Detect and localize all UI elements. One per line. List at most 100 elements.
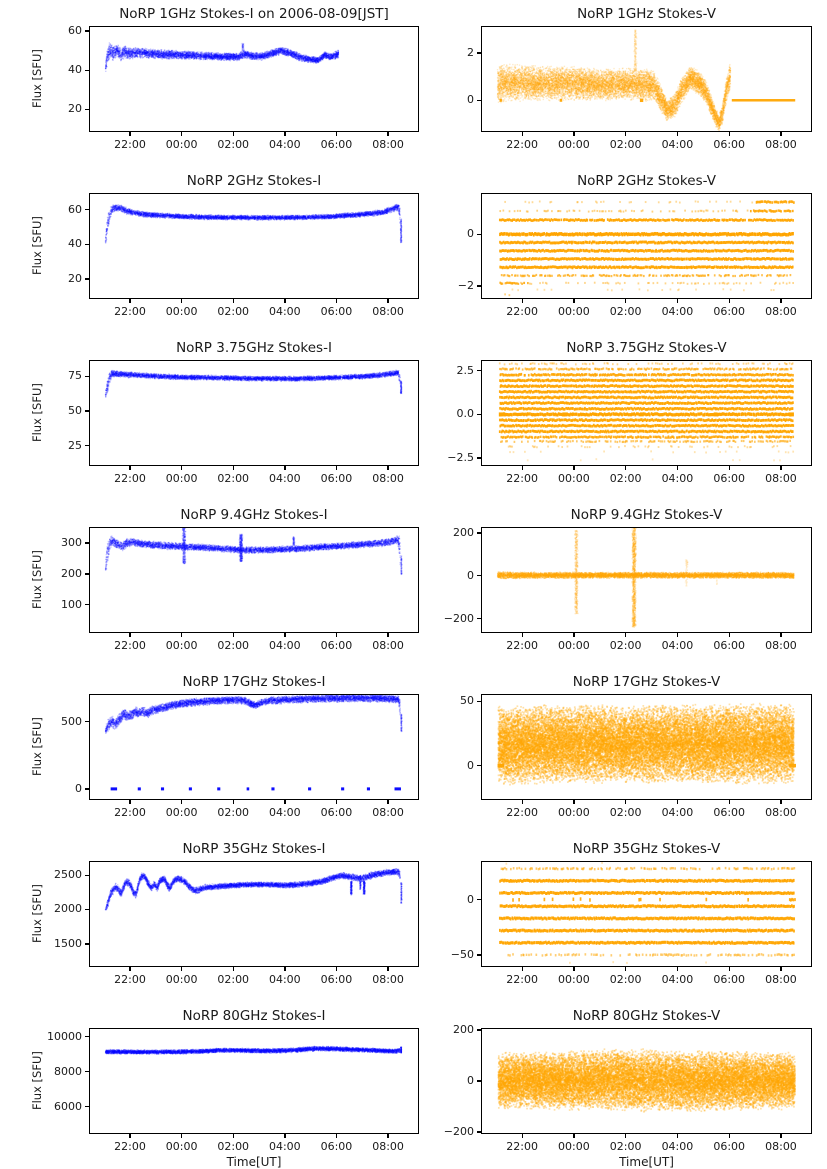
x-tick-label: 06:00 <box>713 472 746 485</box>
plot-title-norp-17ghz-stokes-v: NoRP 17GHz Stokes-V <box>572 674 721 690</box>
x-axis-label: Time[UT] <box>226 1155 282 1169</box>
x-tick-label: 08:00 <box>372 305 404 318</box>
x-tick-mark <box>129 299 131 303</box>
x-tick-label: 00:00 <box>165 806 198 819</box>
y-tick-mark <box>85 874 89 876</box>
x-tick-mark <box>728 633 730 637</box>
x-tick-mark <box>335 800 338 804</box>
y-tick-mark <box>85 69 89 71</box>
x-tick-label: 02:00 <box>217 472 250 485</box>
x-tick-label: 06:00 <box>713 639 746 652</box>
x-tick-mark <box>780 299 782 303</box>
x-tick-label: 00:00 <box>558 305 590 318</box>
x-tick-mark <box>387 132 389 136</box>
y-tick-mark <box>85 943 89 945</box>
y-tick-label: 0 <box>467 568 474 582</box>
x-tick-label: 00:00 <box>165 1140 198 1153</box>
x-tick-mark <box>284 132 286 136</box>
y-tick-mark <box>85 1071 89 1073</box>
x-tick-mark <box>181 299 183 303</box>
x-tick-label: 22:00 <box>114 305 146 318</box>
y-tick-mark <box>85 375 89 377</box>
x-tick-mark <box>625 132 627 136</box>
x-tick-label: 00:00 <box>165 973 198 986</box>
y-tick-mark <box>85 788 89 790</box>
x-tick-mark <box>232 132 234 136</box>
x-tick-label: 04:00 <box>661 305 694 318</box>
x-tick-mark <box>521 1134 523 1138</box>
x-tick-label: 00:00 <box>558 639 590 652</box>
plot-title-norp-3-75ghz-stokes-v: NoRP 3.75GHz Stokes-V <box>566 340 727 356</box>
x-tick-label: 08:00 <box>372 472 404 485</box>
x-tick-label: 00:00 <box>165 305 198 318</box>
x-tick-mark <box>129 967 131 971</box>
x-tick-label: 00:00 <box>165 639 198 652</box>
x-tick-label: 02:00 <box>217 138 250 151</box>
x-tick-mark <box>181 466 183 470</box>
x-tick-mark <box>728 299 730 303</box>
x-tick-mark <box>625 466 627 470</box>
x-tick-label: 22:00 <box>506 305 538 318</box>
y-tick-label: 0 <box>75 781 82 795</box>
x-tick-label: 02:00 <box>609 305 642 318</box>
x-tick-label: 08:00 <box>765 639 797 652</box>
x-tick-label: 02:00 <box>609 806 642 819</box>
x-tick-mark <box>284 466 286 470</box>
y-tick-mark <box>85 30 89 32</box>
y-tick-mark <box>477 233 481 235</box>
x-tick-mark <box>728 800 730 804</box>
plot-title-norp-2ghz-stokes-v: NoRP 2GHz Stokes-V <box>577 173 716 189</box>
y-tick-mark <box>477 457 481 459</box>
x-tick-mark <box>181 967 183 971</box>
x-tick-label: 22:00 <box>114 1140 146 1153</box>
x-tick-label: 04:00 <box>661 639 694 652</box>
x-tick-label: 02:00 <box>609 1140 642 1153</box>
y-tick-label: 75 <box>68 369 82 383</box>
x-tick-label: 02:00 <box>217 305 250 318</box>
y-tick-mark <box>85 720 89 723</box>
x-tick-label: 02:00 <box>217 806 250 819</box>
y-tick-mark <box>477 1029 481 1031</box>
x-tick-label: 00:00 <box>558 472 590 485</box>
y-tick-label: 200 <box>453 525 474 539</box>
x-tick-label: 08:00 <box>765 472 797 485</box>
y-tick-mark <box>477 52 481 54</box>
y-tick-label: 500 <box>61 714 82 728</box>
y-tick-mark <box>85 243 89 245</box>
y-tick-label: 40 <box>68 237 82 251</box>
plot-area-norp-35ghz-stokes-v <box>481 861 812 967</box>
x-tick-label: 08:00 <box>372 138 404 151</box>
x-tick-mark <box>573 299 575 303</box>
y-tick-mark <box>85 908 89 911</box>
x-tick-label: 08:00 <box>372 973 404 986</box>
y-tick-label: 0.0 <box>456 407 475 421</box>
x-tick-label: 06:00 <box>320 472 353 485</box>
x-tick-label: 08:00 <box>765 806 797 819</box>
x-tick-label: 06:00 <box>320 973 353 986</box>
x-tick-label: 00:00 <box>558 806 590 819</box>
x-axis-label: Time[UT] <box>619 1155 674 1169</box>
x-tick-label: 04:00 <box>268 305 301 318</box>
x-tick-label: 22:00 <box>114 472 146 485</box>
x-tick-mark <box>181 633 183 637</box>
y-tick-mark <box>477 765 481 767</box>
x-tick-mark <box>335 1134 338 1138</box>
x-tick-mark <box>387 299 389 303</box>
x-tick-mark <box>780 967 782 971</box>
y-tick-mark <box>85 604 89 606</box>
x-tick-mark <box>387 967 389 971</box>
y-tick-label: −200 <box>443 1124 474 1138</box>
y-tick-mark <box>85 542 89 544</box>
y-axis-label: Flux [SFU] <box>30 1051 44 1111</box>
y-tick-mark <box>477 370 481 372</box>
y-tick-mark <box>477 99 481 101</box>
y-tick-label: 40 <box>68 63 82 77</box>
plot-area-norp-2ghz-stokes-v <box>481 193 812 299</box>
x-tick-label: 06:00 <box>713 806 746 819</box>
x-tick-label: 00:00 <box>558 1140 590 1153</box>
x-tick-mark <box>129 132 131 136</box>
x-tick-label: 22:00 <box>114 639 146 652</box>
x-tick-label: 22:00 <box>114 138 146 151</box>
y-axis-label: Flux [SFU] <box>30 884 44 944</box>
x-tick-label: 04:00 <box>268 472 301 485</box>
